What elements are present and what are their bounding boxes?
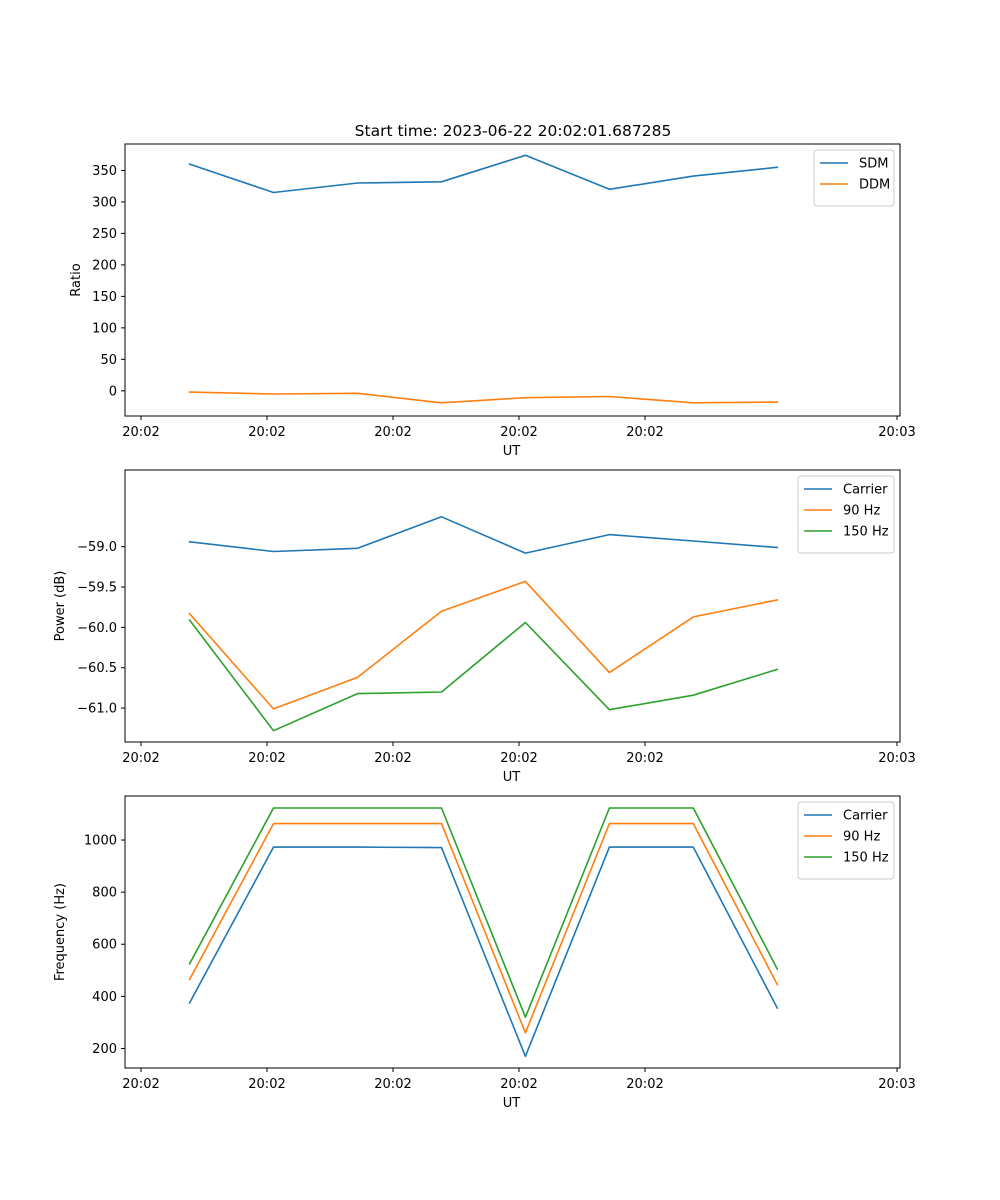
x-tick-label: 20:02 [626, 751, 663, 766]
y-tick-label: 250 [92, 227, 117, 242]
y-tick-label: 400 [92, 990, 117, 1005]
x-tick-label: 20:03 [878, 751, 915, 766]
axes-frame [124, 143, 901, 417]
y-tick-label: 150 [92, 290, 117, 305]
x-tick-label: 20:03 [878, 1077, 915, 1092]
y-tick-label: −59.5 [77, 581, 117, 596]
y-axis-label: Frequency (Hz) [53, 883, 68, 981]
x-tick-label: 20:03 [878, 425, 915, 440]
subplot-3: 20:02 20:02 20:02 20:02 20:02 20:03 200 400 600 8… [53, 795, 916, 1111]
legend-box [797, 475, 895, 554]
y-tick-label: 200 [92, 1042, 117, 1057]
figure-title: Start time: 2023-06-22 20:02:01.687285 [355, 122, 672, 140]
series-line-150-hz [188, 807, 779, 1019]
x-tick-label: 20:02 [374, 425, 411, 440]
y-tick-label: 200 [92, 258, 117, 273]
x-axis-label: UT [503, 444, 521, 459]
series-line-carrier [188, 846, 779, 1058]
x-axis-label: UT [503, 1096, 521, 1111]
x-tick-label: 20:02 [248, 1077, 285, 1092]
legend-label: Carrier [843, 483, 888, 498]
y-tick-label: 50 [100, 353, 117, 368]
x-tick-label: 20:02 [248, 751, 285, 766]
x-tick-label: 20:02 [626, 425, 663, 440]
x-tick-label: 20:02 [248, 425, 285, 440]
series-line-carrier [188, 515, 779, 554]
subplots: 20:02 20:02 20:02 20:02 20:02 20:03 0 50 100 150 2… [53, 143, 916, 1111]
x-tick-label: 20:02 [122, 751, 159, 766]
x-axis-label: UT [503, 770, 521, 785]
legend-box [813, 149, 895, 207]
y-tick-label: −60.5 [77, 661, 117, 676]
y-tick-label: 350 [92, 164, 117, 179]
legend-label: 150 Hz [843, 851, 889, 866]
x-tick-label: 20:02 [374, 751, 411, 766]
y-tick-label: 800 [92, 886, 117, 901]
axes-frame [124, 469, 901, 743]
series-line-ddm [188, 391, 779, 404]
x-tick-label: 20:02 [500, 751, 537, 766]
x-tick-label: 20:02 [626, 1077, 663, 1092]
y-tick-label: 300 [92, 195, 117, 210]
legend-label: 90 Hz [843, 830, 880, 845]
y-tick-label: −60.0 [77, 621, 117, 636]
legend: Carrier 90 Hz 150 Hz [797, 475, 895, 554]
y-tick-label: 1000 [84, 834, 117, 849]
x-tick-label: 20:02 [122, 1077, 159, 1092]
x-tick-label: 20:02 [122, 425, 159, 440]
subplot-1: 20:02 20:02 20:02 20:02 20:02 20:03 0 50 100 150 2… [69, 143, 916, 459]
series-line-90-hz [188, 580, 779, 710]
series-line-150-hz [188, 618, 779, 732]
y-tick-label: −61.0 [77, 702, 117, 717]
y-tick-label: 0 [109, 384, 117, 399]
legend-label: 90 Hz [843, 504, 880, 519]
x-tick-label: 20:02 [500, 1077, 537, 1092]
legend-label: DDM [859, 178, 890, 193]
x-tick-label: 20:02 [374, 1077, 411, 1092]
legend-label: SDM [859, 157, 888, 172]
subplot-2: 20:02 20:02 20:02 20:02 20:02 20:03 −61.0 −60.5… [53, 469, 916, 785]
legend-box [797, 801, 895, 880]
y-axis-label: Power (dB) [53, 571, 68, 642]
series-line-sdm [188, 154, 779, 194]
legend-label: 150 Hz [843, 525, 889, 540]
y-tick-label: 600 [92, 938, 117, 953]
x-tick-label: 20:02 [500, 425, 537, 440]
legend: SDM DDM [813, 149, 895, 207]
legend-label: Carrier [843, 809, 888, 824]
y-tick-label: 100 [92, 321, 117, 336]
legend: Carrier 90 Hz 150 Hz [797, 801, 895, 880]
axes-frame [124, 795, 901, 1069]
series-line-90-hz [188, 822, 779, 1034]
y-axis-label: Ratio [69, 263, 84, 296]
y-tick-label: −59.0 [77, 540, 117, 555]
